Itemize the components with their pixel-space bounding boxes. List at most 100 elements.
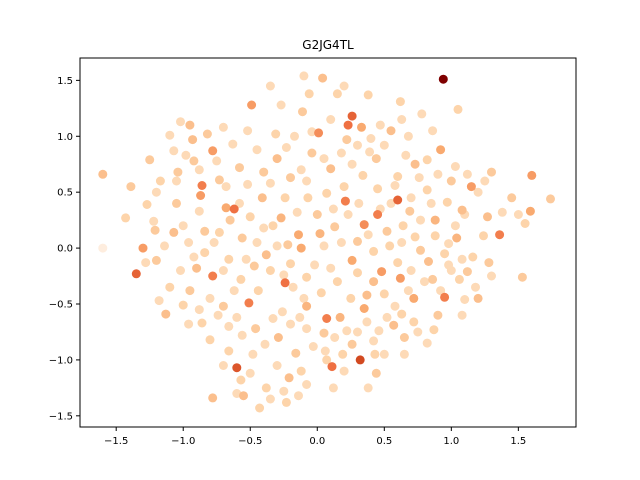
scatter-point xyxy=(236,375,246,385)
scatter-point xyxy=(389,320,399,330)
scatter-point xyxy=(314,128,324,138)
scatter-point xyxy=(409,317,419,327)
scatter-point xyxy=(302,380,312,389)
scatter-point xyxy=(326,164,336,174)
scatter-point xyxy=(410,232,420,242)
scatter-point xyxy=(487,167,496,177)
scatter-point xyxy=(312,210,322,219)
scatter-point xyxy=(362,290,372,300)
scatter-point xyxy=(369,246,379,256)
scatter-point xyxy=(342,135,352,145)
scatter-point xyxy=(326,263,336,273)
scatter-point xyxy=(335,312,345,322)
scatter-point xyxy=(397,238,407,247)
scatter-point xyxy=(281,397,291,407)
scatter-point xyxy=(98,169,108,179)
scatter-point xyxy=(480,176,490,186)
scatter-point xyxy=(221,182,231,192)
scatter-point xyxy=(213,310,223,320)
scatter-point xyxy=(302,272,312,282)
scatter-point xyxy=(414,173,424,183)
scatter-point xyxy=(424,257,433,266)
scatter-point xyxy=(347,111,357,121)
scatter-point xyxy=(497,207,507,217)
scatter-point xyxy=(208,271,218,281)
x-tick-label: 0.5 xyxy=(376,436,392,447)
scatter-point xyxy=(292,207,302,217)
scatter-point xyxy=(401,150,411,160)
scatter-point xyxy=(149,216,159,226)
scatter-point xyxy=(433,169,443,179)
scatter-point xyxy=(347,339,357,349)
scatter-point xyxy=(454,274,464,284)
scatter-point xyxy=(308,342,318,351)
scatter-point xyxy=(276,213,286,223)
scatter-point xyxy=(141,258,151,268)
scatter-point xyxy=(354,198,364,208)
scatter-point xyxy=(161,309,171,319)
scatter-point xyxy=(442,197,452,207)
scatter-point xyxy=(487,271,496,281)
scatter-point xyxy=(420,277,429,287)
scatter-point xyxy=(416,245,425,255)
scatter-point xyxy=(395,273,405,283)
scatter-point xyxy=(281,143,291,152)
scatter-point xyxy=(357,122,366,132)
y-tick-label: 1.0 xyxy=(57,132,73,143)
scatter-point xyxy=(272,154,282,164)
plot-area-frame xyxy=(79,57,577,428)
scatter-point xyxy=(440,292,450,302)
scatter-point xyxy=(453,104,463,114)
scatter-point xyxy=(194,305,204,315)
scatter-point xyxy=(237,330,247,340)
scatter-point xyxy=(202,129,212,139)
scatter-point xyxy=(304,89,314,99)
scatter-point xyxy=(151,187,161,197)
scatter-point xyxy=(194,165,204,175)
scatter-point xyxy=(466,182,476,192)
scatter-point xyxy=(369,336,379,346)
scatter-point xyxy=(473,187,483,197)
scatter-point xyxy=(265,81,275,91)
scatter-point xyxy=(229,204,239,214)
x-tick-label: −0.5 xyxy=(238,436,262,447)
scatter-point xyxy=(365,147,375,157)
scatter-point xyxy=(245,212,255,222)
scatter-point xyxy=(288,282,298,292)
scatter-point xyxy=(218,122,228,132)
scatter-point xyxy=(473,293,483,303)
scatter-point xyxy=(173,167,183,177)
scatter-point xyxy=(184,238,194,247)
scatter-point xyxy=(409,293,419,303)
scatter-point xyxy=(483,212,492,222)
scatter-point xyxy=(403,131,413,141)
scatter-point xyxy=(200,248,210,258)
scatter-point xyxy=(406,193,416,203)
scatter-point xyxy=(273,333,283,342)
scatter-point xyxy=(460,295,470,304)
scatter-point xyxy=(245,368,255,378)
scatter-point xyxy=(468,252,478,262)
scatter-point xyxy=(151,255,161,265)
y-axis: −1.5 −1.0 −0.5 0.0 0.5 1.0 1.5 xyxy=(49,76,80,422)
scatter-point xyxy=(185,286,195,296)
scatter-point xyxy=(155,176,165,186)
scatter-point xyxy=(232,312,242,322)
scatter-point xyxy=(165,130,175,140)
scatter-point xyxy=(379,289,389,299)
scatter-point xyxy=(303,193,313,203)
scatter-point xyxy=(450,221,460,231)
scatter-point xyxy=(373,184,383,194)
scatter-point xyxy=(277,307,287,317)
scatter-point xyxy=(339,182,349,192)
y-tick-label: 1.5 xyxy=(57,76,73,87)
scatter-point xyxy=(241,254,251,264)
scatter-point xyxy=(189,156,199,166)
scatter-point xyxy=(507,193,517,203)
scatter-point xyxy=(393,258,403,268)
scatter-point xyxy=(517,272,527,282)
scatter-point xyxy=(338,349,348,359)
scatter-point xyxy=(398,221,408,231)
scatter-point xyxy=(192,263,202,273)
